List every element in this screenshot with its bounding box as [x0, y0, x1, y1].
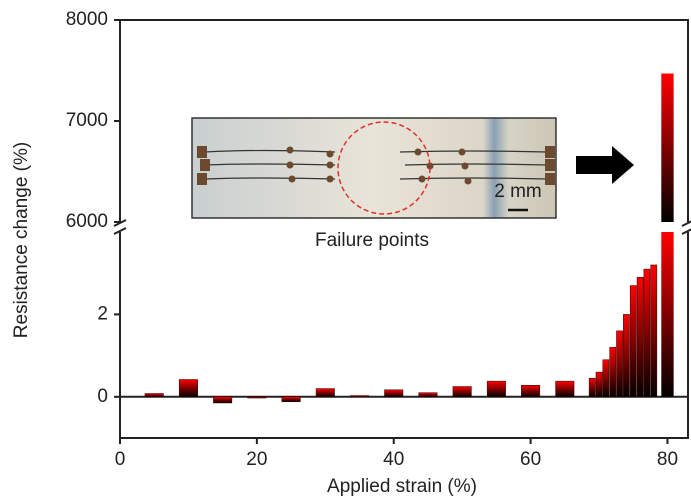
bar	[144, 393, 164, 398]
bar	[629, 285, 637, 398]
y-tick-label: 0	[97, 386, 108, 407]
x-tick-label: 0	[115, 449, 126, 470]
bar	[616, 330, 623, 398]
annotation: Failure points	[315, 230, 429, 251]
bar	[602, 359, 610, 398]
axis-break	[681, 220, 691, 235]
bar	[384, 389, 404, 398]
bar	[661, 73, 674, 222]
arrow	[576, 146, 634, 184]
scale-bar-label: 2 mm	[494, 181, 542, 202]
bar	[661, 232, 674, 397]
bar	[623, 314, 630, 398]
bar	[213, 396, 233, 404]
y-axis-label: Resistance change (%)	[11, 142, 32, 338]
bar	[418, 392, 438, 398]
bar	[486, 380, 506, 398]
bar	[281, 396, 301, 402]
bar	[247, 396, 267, 399]
y-tick-label: 6000	[66, 211, 108, 232]
inset-photo	[191, 117, 557, 219]
bar	[521, 385, 541, 398]
x-axis-label: Applied strain (%)	[327, 476, 477, 497]
bar	[588, 378, 596, 398]
bar	[636, 277, 644, 398]
x-tick-label: 80	[657, 449, 678, 470]
bar	[350, 395, 370, 398]
x-tick-label: 20	[246, 449, 267, 470]
bar	[650, 264, 658, 398]
bar	[643, 268, 651, 398]
y-tick-label: 7000	[66, 110, 108, 131]
x-tick-label: 40	[383, 449, 404, 470]
bar	[609, 347, 617, 398]
y-tick-label: 2	[97, 303, 108, 324]
bar	[595, 371, 603, 398]
bar	[178, 379, 198, 398]
bar	[315, 388, 335, 398]
y-tick-label: 8000	[66, 9, 108, 30]
bar	[555, 380, 575, 398]
x-tick-label: 60	[520, 449, 541, 470]
bar	[452, 386, 472, 398]
